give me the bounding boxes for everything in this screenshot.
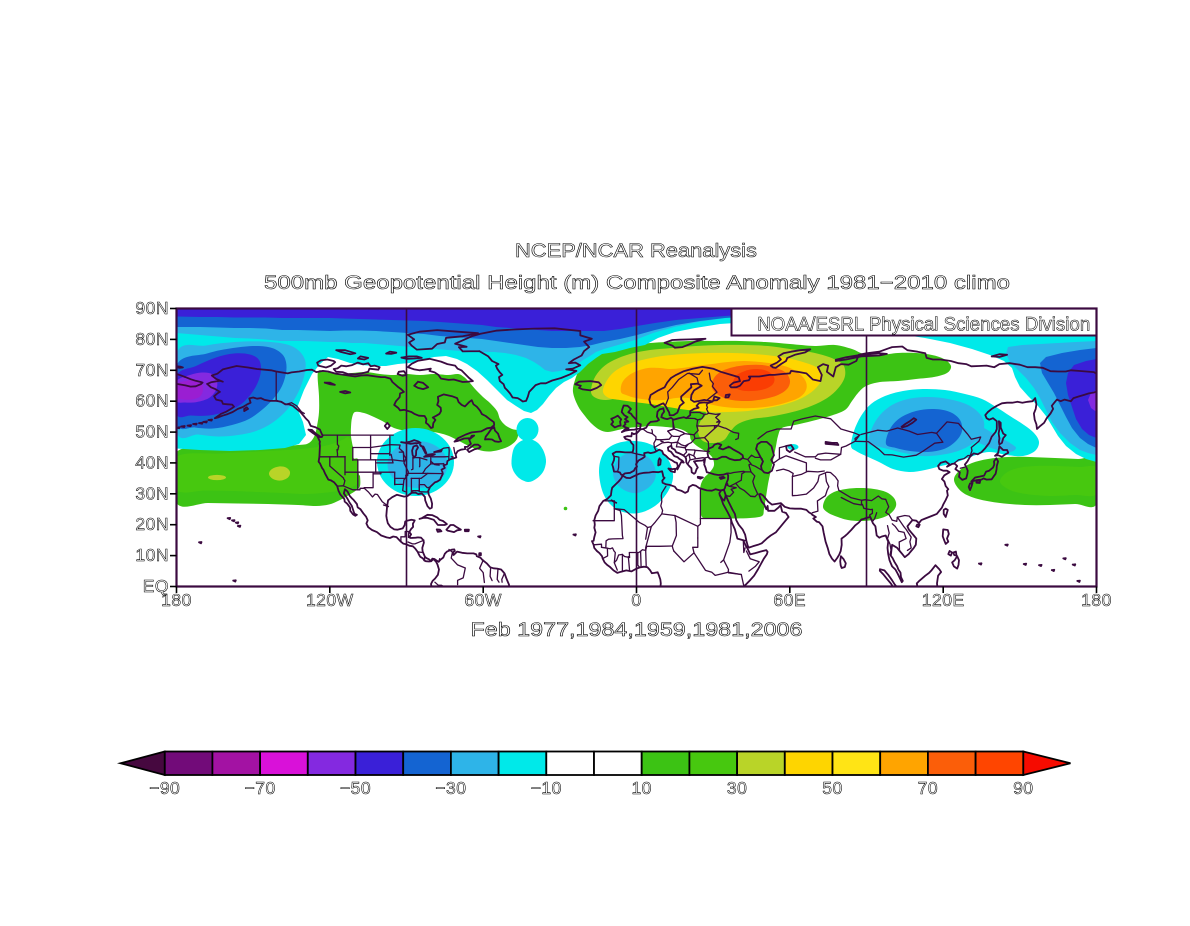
svg-text:10: 10: [631, 778, 651, 798]
svg-text:50N: 50N: [135, 422, 169, 442]
svg-text:90: 90: [1013, 778, 1033, 798]
svg-text:50: 50: [822, 778, 842, 798]
svg-text:80N: 80N: [135, 329, 169, 349]
svg-text:180: 180: [1081, 590, 1112, 610]
svg-text:EQ: EQ: [143, 576, 169, 596]
svg-text:10N: 10N: [135, 545, 169, 565]
svg-text:60N: 60N: [135, 391, 169, 411]
svg-text:0: 0: [631, 590, 641, 610]
svg-text:120W: 120W: [306, 590, 354, 610]
svg-text:60W: 60W: [464, 590, 501, 610]
svg-text:−50: −50: [340, 778, 371, 798]
svg-text:500mb Geopotential Height (m): 500mb Geopotential Height (m) Composite …: [264, 273, 1010, 294]
svg-text:40N: 40N: [135, 452, 169, 472]
svg-text:Feb 1977,1984,1959,1981,2006: Feb 1977,1984,1959,1981,2006: [471, 620, 803, 641]
svg-text:NCEP/NCAR Reanalysis: NCEP/NCAR Reanalysis: [515, 241, 757, 262]
svg-text:60E: 60E: [773, 590, 806, 610]
svg-text:90N: 90N: [135, 298, 169, 318]
svg-text:180: 180: [161, 590, 192, 610]
svg-text:−10: −10: [531, 778, 562, 798]
svg-text:−30: −30: [435, 778, 466, 798]
svg-text:120E: 120E: [922, 590, 965, 610]
svg-text:70: 70: [918, 778, 938, 798]
svg-text:70N: 70N: [135, 360, 169, 380]
svg-text:−70: −70: [245, 778, 276, 798]
svg-text:20N: 20N: [135, 514, 169, 534]
svg-text:−90: −90: [149, 778, 180, 798]
svg-text:30: 30: [727, 778, 747, 798]
svg-text:30N: 30N: [135, 483, 169, 503]
svg-text:NOAA/ESRL Physical Sciences Di: NOAA/ESRL Physical Sciences Division: [757, 315, 1090, 336]
